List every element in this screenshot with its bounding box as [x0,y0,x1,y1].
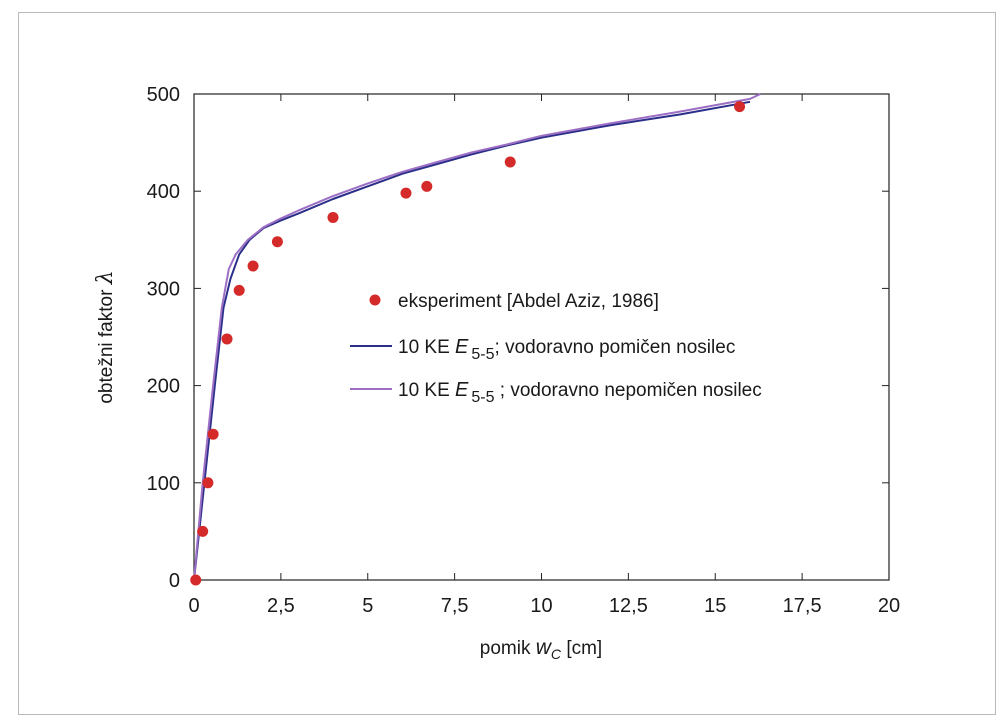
x-tick-label: 5 [362,595,373,617]
y-axis-label: obtežni faktor λ [93,270,118,403]
legend-label-fixed: 10 KE E 5-5 ; vodoravno nepomičen nosilec [398,379,762,406]
data-point [190,574,202,586]
data-point [221,333,233,345]
y-tick-label: 100 [147,473,180,495]
y-tick-label: 500 [147,84,180,106]
data-point [247,260,259,272]
x-tick-label: 2,5 [267,595,295,617]
x-tick-label: 15 [704,595,726,617]
data-point [271,236,283,248]
data-point [202,477,214,489]
data-point [233,284,245,296]
legend-label-movable: 10 KE E 5-5; vodoravno pomičen nosilec [398,336,735,363]
y-axis-label-group: obtežni faktor λ [93,270,118,403]
x-axis-ticks: 0 2,5 5 7,5 10 12,5 15 17,5 20 [188,94,900,617]
figure-frame [18,12,996,715]
y-axis-ticks: 0 100 200 300 400 500 [147,84,889,592]
data-point [504,156,516,168]
data-point [734,101,746,113]
data-point [327,211,339,223]
data-point [207,428,219,440]
x-axis-label: pomik wC [cm] [480,636,602,662]
series-lines [193,93,761,581]
x-tick-label: 20 [878,595,900,617]
series-line-1 [193,100,751,581]
y-tick-label: 200 [147,376,180,398]
x-tick-label: 10 [530,595,552,617]
legend-label-experiment: eksperiment [Abdel Aziz, 1986] [398,291,659,312]
legend-marker-experiment [369,294,381,306]
y-tick-label: 400 [147,181,180,203]
y-tick-label: 300 [147,278,180,300]
x-tick-label: 17,5 [783,595,822,617]
series-points [190,101,746,586]
x-tick-label: 12,5 [609,595,648,617]
legend: eksperiment [Abdel Aziz, 1986] 10 KE E 5-… [350,291,762,406]
series-line-2 [193,93,761,581]
x-tick-label: 0 [188,595,199,617]
y-tick-label: 0 [169,570,180,592]
data-point [400,187,412,199]
data-point [421,180,433,192]
data-point [197,525,209,537]
x-tick-label: 7,5 [441,595,469,617]
